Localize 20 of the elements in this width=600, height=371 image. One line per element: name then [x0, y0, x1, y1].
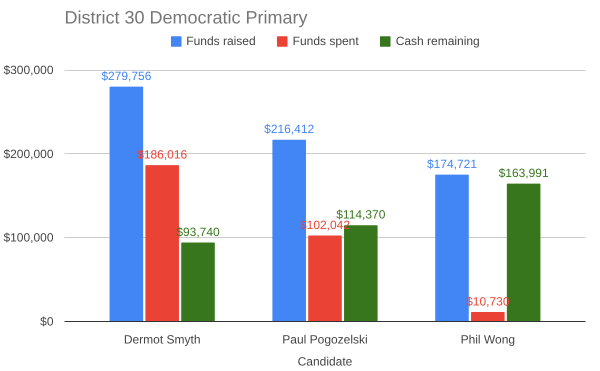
- legend-label: Cash remaining: [396, 34, 480, 48]
- y-tick-label: $300,000: [3, 63, 54, 78]
- data-label: $279,756: [101, 69, 152, 84]
- y-tick-label: $0: [40, 314, 54, 328]
- data-label: $174,721: [426, 157, 478, 172]
- x-tick-label: Paul Pogozelski: [282, 332, 368, 346]
- legend-label: Funds raised: [186, 34, 256, 48]
- x-axis-title: Candidate: [298, 354, 353, 368]
- bar: [308, 236, 342, 322]
- data-label: $216,412: [264, 122, 315, 136]
- x-tick-label: Phil Wong: [460, 332, 516, 346]
- x-tick-label: Dermot Smyth: [124, 332, 201, 346]
- bar: [471, 312, 505, 322]
- bar: [181, 242, 215, 322]
- data-label: $114,370: [336, 208, 386, 222]
- legend-label: Funds spent: [292, 34, 359, 48]
- data-label: $163,991: [498, 166, 549, 180]
- y-tick-label: $100,000: [3, 230, 54, 245]
- chart-title: District 30 Democratic Primary: [64, 8, 308, 28]
- y-tick-label: $200,000: [3, 146, 54, 161]
